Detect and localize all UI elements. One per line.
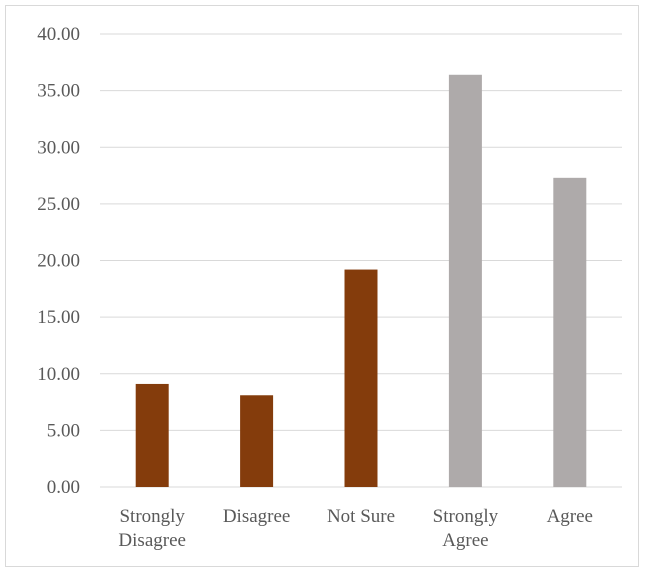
- y-axis-tick-labels: 0.00 5.00 10.00 15.00 20.00 25.00 30.00 35.00 40…: [37, 24, 80, 498]
- bar-1: [240, 395, 274, 487]
- y-tick-label: 10.00: [37, 364, 80, 385]
- chart-area: 0.00 5.00 10.00 15.00 20.00 25.00 30.00 35.00 40…: [5, 5, 639, 567]
- y-tick-label: 5.00: [47, 420, 80, 441]
- bar-4: [553, 177, 587, 487]
- bar-3: [448, 74, 482, 488]
- x-tick-label: Not Sure: [327, 506, 395, 527]
- x-tick-label: Strongly Disagree: [118, 506, 186, 551]
- bar-0: [135, 383, 169, 487]
- y-tick-label: 15.00: [37, 307, 80, 328]
- bars: [135, 74, 587, 488]
- y-tick-label: 25.00: [37, 194, 80, 215]
- x-axis-category-labels: Strongly Disagree Disagree Not Sure Strongly…: [118, 506, 593, 551]
- y-tick-label: 35.00: [37, 81, 80, 102]
- x-tick-label: Disagree: [223, 506, 291, 527]
- bar-2: [344, 269, 378, 487]
- y-tick-label: 0.00: [47, 477, 80, 498]
- gridlines: [100, 33, 622, 488]
- y-tick-label: 30.00: [37, 137, 80, 158]
- y-tick-label: 40.00: [37, 24, 80, 45]
- x-tick-label: Agree: [547, 506, 593, 527]
- x-tick-label: Strongly Agree: [433, 506, 499, 551]
- y-tick-label: 20.00: [37, 251, 80, 272]
- bar-chart: 0.00 5.00 10.00 15.00 20.00 25.00 30.00 35.00 40…: [37, 24, 622, 551]
